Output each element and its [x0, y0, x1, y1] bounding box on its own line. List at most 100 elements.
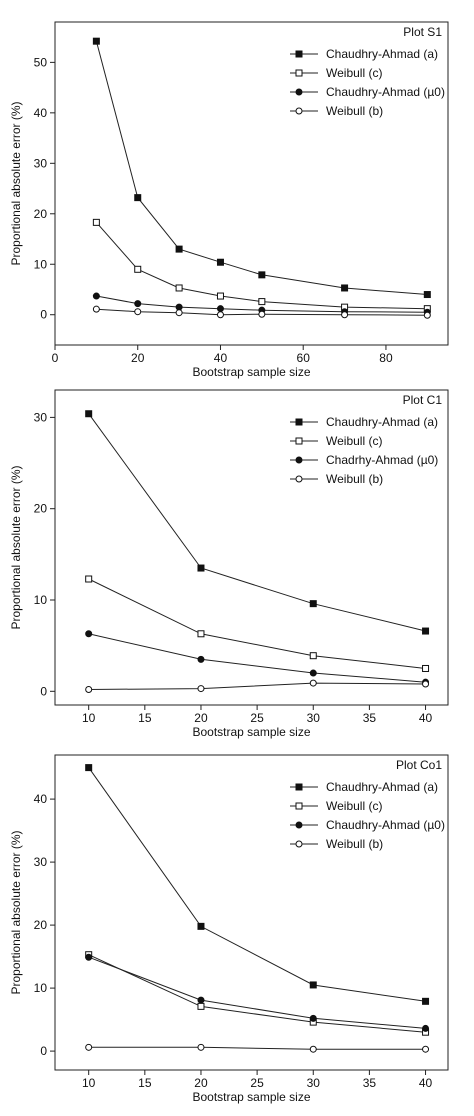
- legend-item: Weibull (c): [290, 799, 382, 813]
- legend-label: Chaudhry-Ahmad (a): [326, 47, 438, 61]
- y-tick-label: 20: [34, 502, 48, 516]
- legend-label: Chaudhry-Ahmad (µ0): [326, 85, 445, 99]
- data-point: [341, 311, 349, 319]
- data-point: [85, 685, 93, 693]
- legend-item: Chaudhry-Ahmad (µ0): [290, 818, 445, 832]
- legend-item: Chaudhry-Ahmad (a): [290, 780, 438, 794]
- y-tick-label: 30: [34, 410, 48, 424]
- x-tick-label: 15: [138, 1076, 152, 1090]
- legend-marker: [295, 69, 303, 77]
- y-tick-label: 20: [34, 918, 48, 932]
- x-tick-label: 40: [419, 711, 433, 725]
- data-point: [423, 291, 431, 299]
- x-tick-label: 30: [307, 1076, 321, 1090]
- legend-label: Weibull (b): [326, 837, 383, 851]
- x-tick-label: 35: [363, 1076, 377, 1090]
- legend-item: Weibull (c): [290, 434, 382, 448]
- y-axis-label: Proportional absolute error (%): [9, 830, 23, 994]
- legend-marker: [295, 783, 303, 791]
- x-tick-label: 25: [250, 1076, 264, 1090]
- x-tick-label: 0: [52, 351, 59, 365]
- data-point: [422, 1045, 430, 1053]
- data-point: [258, 271, 266, 279]
- x-tick-label: 20: [194, 711, 208, 725]
- legend-marker: [295, 802, 303, 810]
- data-point: [216, 292, 224, 300]
- y-tick-label: 0: [40, 684, 47, 698]
- series-line: [88, 413, 426, 632]
- legend-item: Weibull (b): [290, 837, 383, 851]
- legend-label: Chaudhry-Ahmad (a): [326, 780, 438, 794]
- x-tick-label: 40: [214, 351, 228, 365]
- data-point: [423, 311, 431, 319]
- plot-title: Plot C1: [403, 393, 443, 407]
- legend-marker: [295, 456, 303, 464]
- y-tick-label: 20: [34, 207, 48, 221]
- y-tick-label: 40: [34, 792, 48, 806]
- legend: Chaudhry-Ahmad (a) Weibull (c) Chaudhry-Ah…: [290, 47, 445, 118]
- data-point: [422, 1024, 430, 1032]
- legend-marker: [295, 475, 303, 483]
- series-1: [85, 764, 430, 1005]
- series-4: [85, 1043, 430, 1053]
- series-2: [85, 575, 430, 672]
- data-point: [216, 258, 224, 266]
- legend-marker: [295, 88, 303, 96]
- data-point: [175, 309, 183, 317]
- y-tick-label: 0: [40, 1044, 47, 1058]
- y-tick-label: 30: [34, 156, 48, 170]
- series-4: [85, 679, 430, 693]
- plot-title: Plot Co1: [396, 758, 442, 772]
- y-tick-label: 10: [34, 981, 48, 995]
- legend-label: Chaudhry-Ahmad (µ0): [326, 818, 445, 832]
- data-point: [85, 575, 93, 583]
- data-point: [258, 310, 266, 318]
- legend-label: Chadrhy-Ahmad (µ0): [326, 453, 438, 467]
- x-tick-label: 80: [379, 351, 393, 365]
- series-line: [88, 954, 426, 1033]
- series-line: [88, 578, 426, 669]
- data-point: [175, 245, 183, 253]
- data-point: [309, 652, 317, 660]
- series-2: [85, 951, 430, 1036]
- data-point: [134, 308, 142, 316]
- x-axis-label: Bootstrap sample size: [192, 365, 310, 379]
- series-line: [88, 767, 426, 1002]
- legend-marker: [295, 437, 303, 445]
- legend-marker: [295, 50, 303, 58]
- series-1: [92, 37, 431, 299]
- data-point: [197, 1043, 205, 1051]
- data-point: [309, 679, 317, 687]
- series-3: [85, 953, 430, 1032]
- data-point: [422, 664, 430, 672]
- x-tick-label: 40: [419, 1076, 433, 1090]
- legend-label: Weibull (c): [326, 799, 382, 813]
- data-point: [92, 37, 100, 45]
- plot-frame: [54, 754, 449, 1071]
- x-tick-label: 60: [297, 351, 311, 365]
- legend-marker: [295, 840, 303, 848]
- legend: Chaudhry-Ahmad (a) Weibull (c) Chaudhry-Ah…: [290, 780, 445, 851]
- y-tick-label: 10: [34, 593, 48, 607]
- y-tick-label: 50: [34, 55, 48, 69]
- data-point: [422, 997, 430, 1005]
- data-point: [216, 311, 224, 319]
- chart-panel-3: 10 15 20 25 30 35 40 0 10 20 30 40 Bootstrap sample …: [9, 754, 449, 1104]
- legend-marker: [295, 107, 303, 115]
- x-tick-label: 30: [307, 711, 321, 725]
- data-point: [309, 1045, 317, 1053]
- y-tick-label: 0: [40, 308, 47, 322]
- data-point: [134, 265, 142, 273]
- data-point: [175, 284, 183, 292]
- legend-label: Weibull (b): [326, 472, 383, 486]
- legend-item: Chaudhry-Ahmad (a): [290, 415, 438, 429]
- data-point: [85, 410, 93, 418]
- data-point: [85, 1043, 93, 1051]
- plot-frame: [54, 21, 449, 346]
- data-point: [216, 305, 224, 313]
- series-3: [85, 630, 430, 686]
- legend-label: Weibull (b): [326, 104, 383, 118]
- data-point: [197, 996, 205, 1004]
